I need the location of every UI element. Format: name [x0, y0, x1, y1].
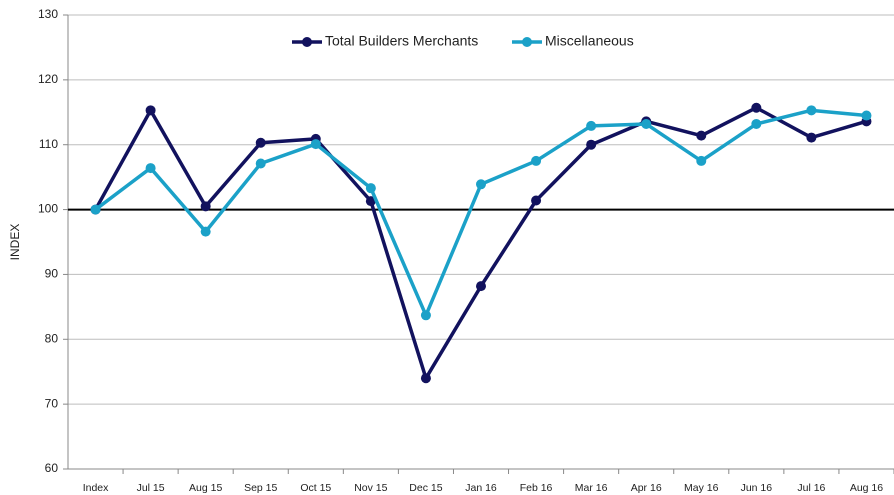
data-point: [90, 204, 101, 215]
x-tick-label: Nov 15: [354, 482, 387, 494]
data-point: [365, 183, 376, 194]
y-tick-label: 80: [45, 331, 59, 345]
x-tick-label: Mar 16: [575, 482, 608, 494]
y-tick-label: 90: [45, 267, 59, 281]
x-tick-label: Jan 16: [465, 482, 497, 494]
data-point: [420, 373, 431, 384]
data-point: [861, 110, 872, 121]
data-point: [255, 158, 266, 169]
data-point: [531, 195, 542, 206]
x-tick-label: Index: [83, 482, 109, 494]
x-tick-label: Aug 15: [189, 482, 222, 494]
series-line: [94, 105, 867, 380]
y-tick-label: 120: [38, 72, 58, 86]
data-point: [255, 137, 266, 148]
data-point: [200, 201, 211, 212]
x-tick-label: Jul 16: [797, 482, 825, 494]
data-point: [641, 118, 652, 129]
legend-label: Total Builders Merchants: [325, 33, 478, 49]
data-point: [806, 105, 817, 116]
data-point: [696, 155, 707, 166]
data-point: [586, 139, 597, 150]
x-tick-label: Feb 16: [520, 482, 553, 494]
x-tick-label: Aug 16: [850, 482, 883, 494]
data-point: [751, 102, 762, 113]
x-tick-label: Oct 15: [300, 482, 331, 494]
data-point: [696, 130, 707, 141]
data-point: [145, 163, 156, 174]
data-point: [310, 139, 321, 150]
data-point: [365, 196, 376, 207]
y-tick-label: 60: [45, 461, 59, 475]
legend-label: Miscellaneous: [545, 33, 634, 49]
x-tick-label: Sep 15: [244, 482, 277, 494]
data-point: [200, 226, 211, 237]
data-point: [476, 179, 486, 190]
data-point: [531, 155, 542, 166]
legend-marker: [522, 37, 532, 47]
y-tick-label: 130: [38, 7, 58, 21]
x-tick-label: Apr 16: [631, 482, 662, 494]
legend-marker: [302, 37, 312, 47]
data-point: [806, 132, 817, 143]
x-tick-label: Jun 16: [741, 482, 773, 494]
y-axis-label: INDEX: [8, 224, 22, 261]
data-point: [476, 281, 486, 292]
x-tick-label: May 16: [684, 482, 719, 494]
y-tick-label: 110: [39, 137, 58, 151]
data-point: [586, 120, 597, 131]
x-tick-label: Dec 15: [409, 482, 442, 494]
data-point: [420, 310, 431, 321]
y-tick-label: 70: [45, 396, 59, 410]
x-tick-label: Jul 15: [137, 482, 165, 494]
data-point: [145, 105, 156, 116]
y-tick-label: 100: [38, 202, 58, 216]
data-point: [751, 118, 762, 129]
